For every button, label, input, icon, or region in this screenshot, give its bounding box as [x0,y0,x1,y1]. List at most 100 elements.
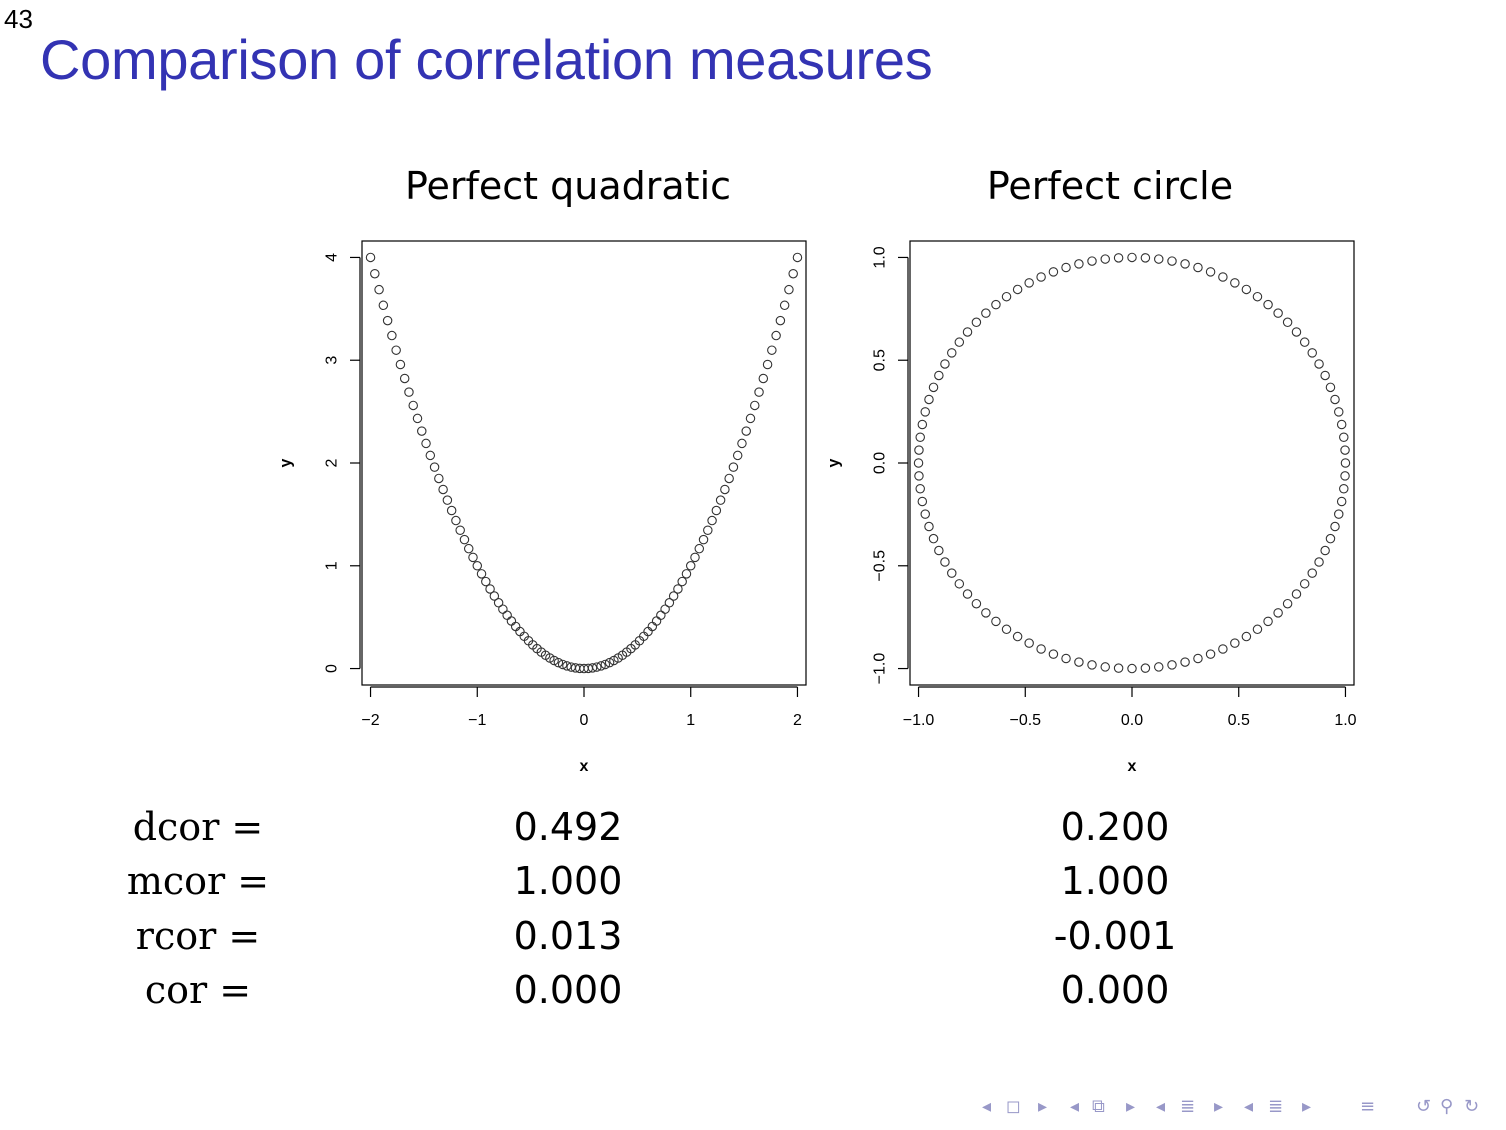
stat-rcor-quadratic: 0.013 [513,914,623,958]
data-point [1307,348,1317,358]
x-tick-label: −0.5 [1009,712,1041,729]
x-tick-label: 0.0 [1121,712,1143,729]
data-point [685,561,696,571]
data-point [750,400,760,411]
data-point [429,462,440,472]
data-point [745,413,756,424]
data-point [1340,445,1350,455]
nav-prev-arrow-icon[interactable]: ◂ [1156,1096,1166,1117]
data-point [1140,253,1151,263]
data-point [940,359,950,369]
plot-frame [361,240,807,686]
data-point [703,525,713,536]
data-point [596,661,606,671]
data-point [408,400,418,411]
y-axis-label: y [278,458,295,467]
data-point [991,299,1001,310]
data-point [1218,644,1228,654]
data-point [374,284,384,295]
data-point [1314,359,1324,369]
x-tick-label: −2 [361,712,379,729]
data-point [1205,267,1216,277]
nav-frame-icon[interactable]: ◻ [1006,1096,1021,1117]
data-point [1339,484,1349,494]
beamer-navigation-bar: ◂ ◻ ▸ ◂ ⧉ ▸ ◂ ≣ ▸ ◂ ≣ ▸ ≡ ↺ ⚲ ↻ [980,1096,1490,1124]
nav-align-icon[interactable]: ≡ [1360,1096,1376,1117]
data-point [784,284,794,295]
data-point [915,484,925,494]
data-point [1061,262,1071,273]
x-axis-label: x [580,758,589,775]
data-point [737,438,747,449]
nav-subsection-icon[interactable]: ⧉ [1092,1096,1105,1117]
nav-next-arrow-icon[interactable]: ▸ [1038,1096,1048,1117]
data-point [442,495,453,505]
data-point [391,345,401,355]
data-point [954,579,965,589]
nav-section-icon[interactable]: ≣ [1180,1096,1196,1117]
nav-prev-arrow-icon[interactable]: ◂ [982,1096,992,1117]
y-tick-label: −0.5 [872,550,889,582]
data-point [762,359,773,370]
data-point [485,584,495,594]
data-point [489,591,500,601]
data-point [1320,545,1330,556]
data-point [446,505,457,516]
nav-next-arrow-icon[interactable]: ▸ [1214,1096,1224,1117]
data-point [1340,471,1350,481]
data-point [962,327,973,337]
data-point [1330,394,1340,405]
data-point [792,252,803,263]
data-point [506,616,517,626]
x-tick-label: −1.0 [903,712,935,729]
slide-number: 43 [4,4,33,34]
y-tick-label: 1 [324,561,341,570]
data-point [421,438,431,449]
data-point [1127,252,1137,263]
data-point [1340,458,1351,468]
data-point [767,345,777,355]
data-point [732,450,743,461]
x-tick-label: 2 [793,712,802,729]
data-point [920,407,930,417]
y-tick-label: 0.0 [872,452,889,474]
chart-circle: −1.0 −0.5 0.0 0.5 1.0 x −1.0 −0.5 0.0 0.5 1.0 y [826,240,1357,775]
data-point [382,315,393,326]
data-point [1282,317,1293,328]
data-point [711,505,722,516]
data-point [1230,638,1240,648]
data-point [365,252,376,263]
data-point [917,419,928,430]
x-tick-label: −1 [468,712,486,729]
data-point [775,315,786,326]
nav-next-arrow-icon[interactable]: ▸ [1302,1096,1312,1117]
data-point [493,598,504,608]
data-point [1100,254,1110,264]
data-point [562,661,572,671]
data-point [455,525,465,536]
data-point [1087,660,1097,670]
data-point [502,610,512,621]
data-point [779,300,790,311]
y-tick-label: 0 [324,664,341,673]
data-point [924,521,934,532]
data-point [1074,259,1084,269]
data-point [1336,419,1347,430]
data-point [1012,284,1023,295]
nav-next-arrow-icon[interactable]: ▸ [1126,1096,1136,1117]
stat-mcor-circle: 1.000 [1060,859,1170,903]
nav-search-icon[interactable]: ⚲ [1440,1096,1454,1117]
nav-undo-icon[interactable]: ↺ [1416,1096,1432,1117]
nav-doc-icon[interactable]: ≣ [1268,1096,1284,1117]
data-point [668,591,679,601]
nav-prev-arrow-icon[interactable]: ◂ [1070,1096,1080,1117]
data-point [1299,337,1310,347]
data-point [981,308,991,318]
data-point [707,515,717,526]
y-tick-label: 4 [324,253,341,262]
data-point [1273,608,1283,618]
nav-redo-icon[interactable]: ↻ [1464,1096,1480,1117]
nav-prev-arrow-icon[interactable]: ◂ [1244,1096,1254,1117]
data-point [1193,653,1203,664]
